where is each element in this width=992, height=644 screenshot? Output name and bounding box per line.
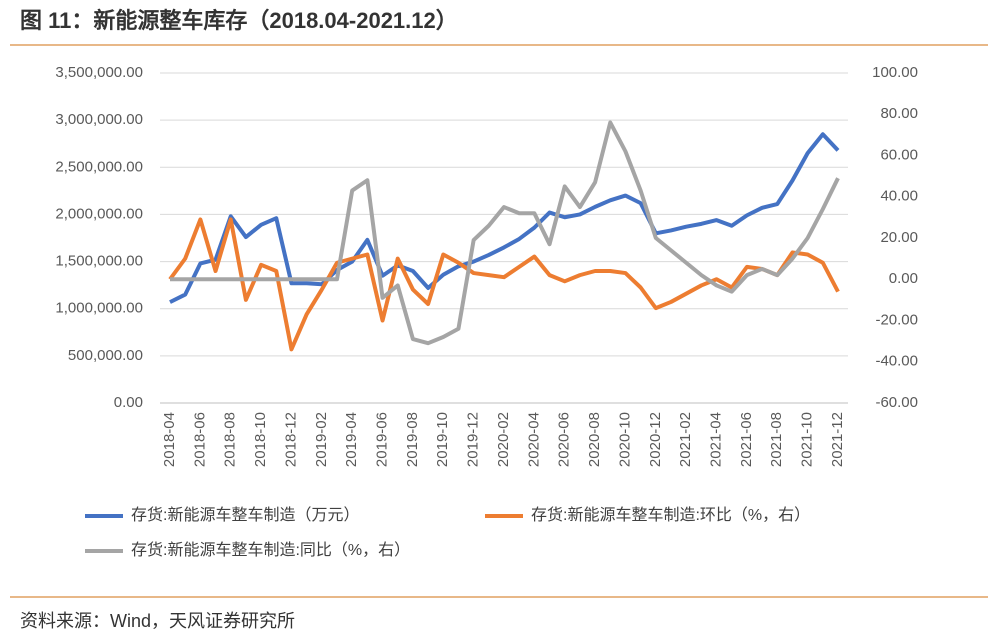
y2-tick-label: -60.00 [875, 394, 918, 411]
y2-tick-label: 20.00 [880, 229, 918, 246]
x-tick-label: 2020-10 [616, 412, 633, 467]
y2-tick-label: 40.00 [880, 188, 918, 205]
y-tick-label: 1,500,000.00 [55, 253, 143, 270]
x-tick-label: 2018-12 [282, 412, 299, 467]
x-tick-label: 2020-12 [647, 412, 664, 467]
y-tick-label: 3,500,000.00 [55, 64, 143, 81]
y2-tick-label: 80.00 [880, 105, 918, 122]
y2-tick-label: -40.00 [875, 353, 918, 370]
legend-label: 存货:新能源车整车制造（万元） [131, 506, 359, 524]
legend-label: 存货:新能源车整车制造:环比（%，右） [531, 506, 810, 524]
chart-title: 图 11：新能源整车库存（2018.04-2021.12） [20, 8, 458, 33]
y-tick-label: 3,000,000.00 [55, 111, 143, 128]
x-tick-label: 2019-08 [404, 412, 421, 467]
x-tick-label: 2021-04 [708, 412, 725, 467]
x-tick-label: 2019-02 [313, 412, 330, 467]
y-tick-label: 1,000,000.00 [55, 300, 143, 317]
y-tick-label: 2,000,000.00 [55, 205, 143, 222]
x-tick-label: 2021-06 [738, 412, 755, 467]
y2-tick-label: 60.00 [880, 146, 918, 163]
y-tick-label: 500,000.00 [68, 347, 143, 364]
x-tick-label: 2019-06 [374, 412, 391, 467]
x-tick-label: 2018-10 [252, 412, 269, 467]
x-tick-label: 2019-04 [343, 412, 360, 467]
x-tick-label: 2018-08 [222, 412, 239, 467]
legend-label: 存货:新能源车整车制造:同比（%，右） [131, 541, 410, 559]
y2-tick-label: 0.00 [889, 270, 918, 287]
y2-tick-label: -20.00 [875, 311, 918, 328]
x-tick-label: 2020-02 [495, 412, 512, 467]
y2-tick-label: 100.00 [872, 64, 918, 81]
y-tick-label: 0.00 [114, 394, 143, 411]
source: 资料来源：Wind，天风证券研究所 [20, 611, 295, 631]
x-tick-label: 2018-04 [161, 412, 178, 467]
series-line [170, 120, 840, 346]
x-tick-label: 2021-08 [768, 412, 785, 467]
y-tick-label: 2,500,000.00 [55, 158, 143, 175]
x-tick-label: 2021-12 [829, 412, 846, 467]
series-line [169, 132, 840, 304]
series-line [168, 217, 840, 352]
x-tick-label: 2018-06 [191, 412, 208, 467]
x-tick-label: 2021-02 [677, 412, 694, 467]
x-tick-label: 2020-04 [525, 412, 542, 467]
x-tick-label: 2020-06 [556, 412, 573, 467]
x-tick-label: 2020-08 [586, 412, 603, 467]
x-tick-label: 2019-10 [434, 412, 451, 467]
x-tick-label: 2019-12 [465, 412, 482, 467]
x-tick-label: 2021-10 [799, 412, 816, 467]
